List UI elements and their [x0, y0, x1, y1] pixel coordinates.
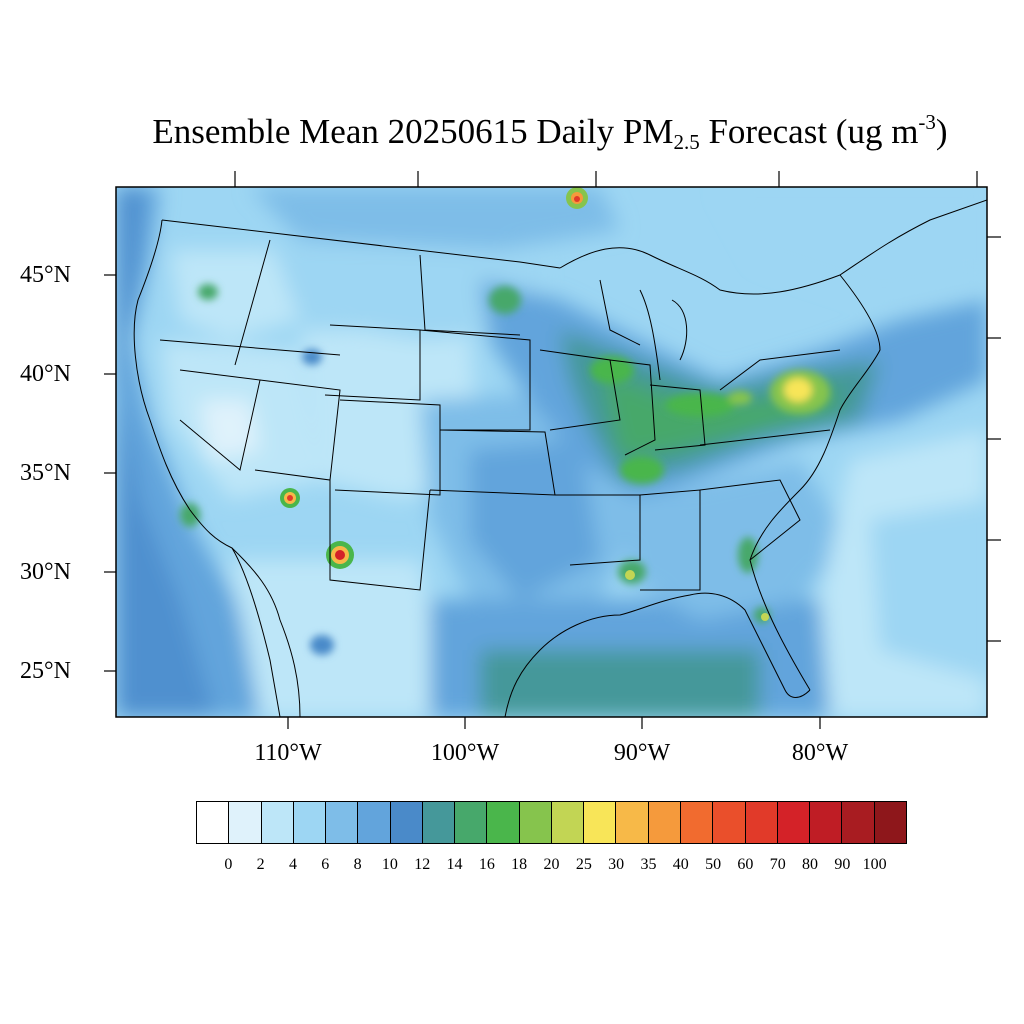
colorbar-label-7: 14	[446, 856, 463, 873]
colorbar-label-3: 6	[321, 856, 330, 873]
colorbar-swatch-18	[777, 802, 811, 843]
colorbar-label-17: 70	[769, 856, 786, 873]
colorbar-label-6: 12	[414, 856, 431, 873]
colorbar-label-18: 80	[802, 856, 819, 873]
pm25-forecast-map	[104, 171, 1001, 729]
colorbar-swatch-10	[519, 802, 552, 843]
colorbar-swatch-5	[358, 802, 391, 843]
fire-hotspots	[280, 187, 769, 621]
colorbar-swatch-20	[842, 802, 875, 843]
lat-label-40n: 40°N	[20, 361, 71, 387]
map-title: Ensemble Mean 20250615 Daily PM2.5 Forec…	[152, 110, 948, 154]
colorbar-swatch-2	[261, 802, 294, 843]
colorbar-swatch-17	[745, 802, 778, 843]
colorbar-label-16: 60	[737, 856, 754, 873]
lat-label-30n: 30°N	[20, 559, 71, 585]
colorbar-label-8: 16	[478, 856, 495, 873]
colorbar-swatch-0	[197, 802, 230, 843]
lat-label-25n: 25°N	[20, 658, 71, 684]
colorbar-swatch-15	[680, 802, 714, 843]
colorbar	[196, 801, 907, 844]
colorbar-swatch-11	[551, 802, 585, 843]
lat-label-35n: 35°N	[20, 460, 71, 486]
colorbar-label-19: 90	[834, 856, 851, 873]
colorbar-label-4: 8	[353, 856, 362, 873]
colorbar-label-12: 30	[608, 856, 625, 873]
lat-label-45n: 45°N	[20, 262, 71, 288]
colorbar-swatch-21	[874, 802, 906, 843]
lon-label-110w: 110°W	[254, 740, 322, 766]
colorbar-label-5: 10	[381, 856, 398, 873]
colorbar-swatch-6	[390, 802, 423, 843]
colorbar-label-15: 50	[705, 856, 722, 873]
colorbar-swatch-7	[422, 802, 456, 843]
colorbar-label-11: 25	[575, 856, 592, 873]
map-frame	[115, 186, 988, 718]
colorbar-label-1: 2	[256, 856, 265, 873]
map-ticks	[104, 171, 1001, 729]
colorbar-label-2: 4	[288, 856, 297, 873]
colorbar-swatch-14	[648, 802, 681, 843]
colorbar-label-20: 100	[862, 856, 887, 873]
colorbar-swatch-19	[810, 802, 843, 843]
colorbar-swatch-1	[229, 802, 262, 843]
colorbar-swatch-13	[616, 802, 649, 843]
colorbar-swatch-3	[293, 802, 327, 843]
lon-label-80w: 80°W	[791, 740, 849, 766]
colorbar-swatch-12	[584, 802, 617, 843]
boundaries	[133, 199, 987, 717]
colorbar-swatch-9	[487, 802, 520, 843]
colorbar-swatch-16	[713, 802, 746, 843]
colorbar-label-13: 35	[640, 856, 657, 873]
colorbar-swatch-4	[326, 802, 359, 843]
lon-label-100w: 100°W	[430, 740, 500, 766]
colorbar-label-10: 20	[543, 856, 560, 873]
colorbar-label-14: 40	[672, 856, 689, 873]
colorbar-label-9: 18	[511, 856, 528, 873]
colorbar-swatch-8	[455, 802, 488, 843]
colorbar-label-0: 0	[224, 856, 233, 873]
lon-label-90w: 90°W	[613, 740, 671, 766]
